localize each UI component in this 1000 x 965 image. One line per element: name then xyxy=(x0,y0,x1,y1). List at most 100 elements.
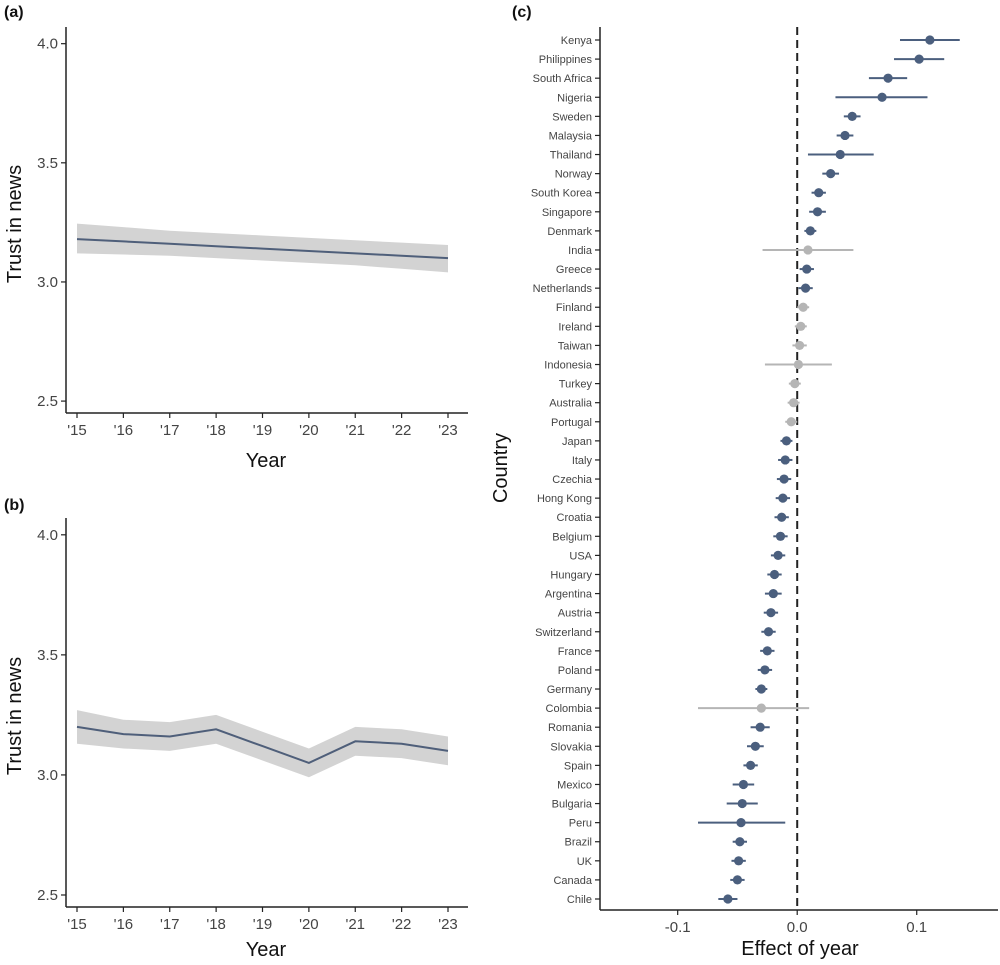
country-row: Bulgaria xyxy=(552,799,758,811)
country-label: Mexico xyxy=(557,779,592,791)
estimate-point xyxy=(847,111,857,121)
country-label: South Africa xyxy=(533,73,593,85)
x-tick-label: '16 xyxy=(114,916,134,933)
panel-a-label: (a) xyxy=(4,4,24,21)
country-row: Singapore xyxy=(542,207,826,219)
country-row: Chile xyxy=(567,894,738,906)
country-label: Slovakia xyxy=(550,741,592,753)
country-row: Belgium xyxy=(552,531,788,543)
country-label: Canada xyxy=(553,875,592,887)
country-row: Australia xyxy=(549,398,800,410)
country-label: Austria xyxy=(558,608,593,620)
panel-c-y-title: Country xyxy=(490,433,512,503)
country-row: Thailand xyxy=(550,150,874,162)
estimate-point xyxy=(738,779,749,790)
panel-c-x-ticks: -0.1 0.0 0.1 xyxy=(665,910,927,936)
country-label: India xyxy=(568,245,593,257)
country-label: Greece xyxy=(556,264,592,276)
country-label: Hong Kong xyxy=(537,493,592,505)
estimate-point xyxy=(812,207,823,217)
country-label: Australia xyxy=(549,398,593,410)
x-tick-label: '18 xyxy=(206,916,226,933)
panel-c-x-title: Effect of year xyxy=(741,938,859,960)
country-label: Peru xyxy=(569,818,592,830)
country-row: Colombia xyxy=(546,703,810,715)
country-row: India xyxy=(568,245,854,257)
estimate-point xyxy=(736,818,746,828)
country-row: UK xyxy=(577,856,746,868)
estimate-point xyxy=(778,493,788,503)
country-row: Kenya xyxy=(561,35,960,47)
estimate-point xyxy=(803,245,813,255)
x-tick-label: '17 xyxy=(160,916,180,933)
country-row: France xyxy=(558,646,775,658)
country-row: Austria xyxy=(558,608,779,620)
y-tick-label: 4.0 xyxy=(37,527,58,544)
x-tick-label: '19 xyxy=(253,916,273,933)
estimate-point xyxy=(768,588,778,599)
estimate-point xyxy=(798,302,808,312)
panel-b-confidence-ribbon xyxy=(77,710,448,778)
estimate-point xyxy=(775,531,786,541)
country-label: Taiwan xyxy=(558,340,592,352)
country-row: Mexico xyxy=(557,779,755,791)
country-label: Thailand xyxy=(550,150,592,162)
estimate-point xyxy=(766,608,776,618)
country-row: South Africa xyxy=(533,73,908,85)
x-tick-label: '21 xyxy=(345,422,365,439)
country-label: USA xyxy=(569,550,592,562)
estimate-point xyxy=(755,722,765,732)
y-tick-label: 3.5 xyxy=(37,647,58,664)
estimate-point xyxy=(735,837,745,847)
estimate-point xyxy=(734,856,744,866)
country-row: Netherlands xyxy=(533,283,813,295)
country-label: Turkey xyxy=(559,379,593,391)
panel-c: (c) -0.1 0.0 0.1 Kenya Philippines South Afr… xyxy=(490,4,998,960)
x-tick-label: 0.1 xyxy=(906,919,927,936)
y-tick-label: 3.0 xyxy=(37,767,58,784)
country-label: Chile xyxy=(567,894,592,906)
estimate-point xyxy=(760,665,770,675)
country-label: Finland xyxy=(556,302,592,314)
country-row: Finland xyxy=(556,302,810,314)
country-row: Germany xyxy=(547,684,768,696)
estimate-point xyxy=(877,92,887,102)
country-row: Denmark xyxy=(547,226,817,238)
country-label: Brazil xyxy=(564,837,592,849)
country-label: Nigeria xyxy=(557,92,593,104)
country-label: Croatia xyxy=(557,512,593,524)
country-row: Canada xyxy=(553,875,745,887)
country-row: South Korea xyxy=(531,188,826,200)
country-row: Turkey xyxy=(559,379,801,391)
country-row: Malaysia xyxy=(549,130,854,142)
panel-b-y-ticks: 2.5 3.0 3.5 4.0 xyxy=(37,527,66,904)
x-tick-label: '20 xyxy=(299,916,319,933)
country-label: Poland xyxy=(558,665,592,677)
estimate-point xyxy=(925,35,935,45)
country-label: Sweden xyxy=(552,111,592,123)
estimate-point xyxy=(883,73,893,83)
country-row: Japan xyxy=(562,436,793,448)
country-row: Slovakia xyxy=(550,741,764,753)
country-row: Spain xyxy=(564,760,758,772)
country-label: Ireland xyxy=(558,321,592,333)
country-row: Peru xyxy=(569,818,786,830)
country-label: Portugal xyxy=(551,417,592,429)
country-row: Ireland xyxy=(558,321,807,333)
x-tick-label: '17 xyxy=(160,422,180,439)
estimate-point xyxy=(773,550,783,561)
country-row: Indonesia xyxy=(544,360,832,372)
country-row: Romania xyxy=(548,722,770,734)
country-label: Denmark xyxy=(547,226,592,238)
x-tick-label: '23 xyxy=(438,916,458,933)
estimate-point xyxy=(914,54,924,64)
estimate-point xyxy=(826,169,836,179)
panel-a-x-ticks: '15 '16 '17 '18 '19 '20 '21 '22 '23 xyxy=(67,413,458,439)
estimate-point xyxy=(769,569,780,580)
estimate-point xyxy=(723,894,733,904)
country-row: Hungary xyxy=(550,569,782,581)
panel-c-label: (c) xyxy=(512,4,532,21)
country-row: Sweden xyxy=(552,111,861,123)
x-tick-label: '21 xyxy=(345,916,365,933)
estimate-point xyxy=(779,474,789,484)
